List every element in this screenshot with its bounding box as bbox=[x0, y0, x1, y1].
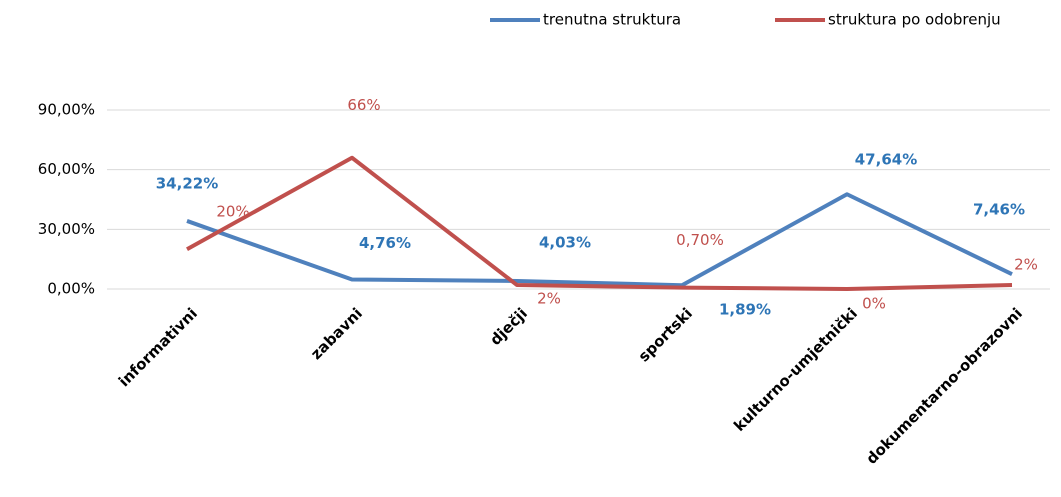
x-tick-label: kulturno-umjetnički bbox=[730, 304, 861, 435]
legend-label: trenutna struktura bbox=[543, 11, 681, 29]
y-tick-label: 0,00% bbox=[47, 280, 95, 298]
x-tick-label: informativni bbox=[115, 304, 201, 390]
y-tick-label: 30,00% bbox=[38, 220, 95, 238]
data-label: 20% bbox=[216, 203, 249, 221]
data-label: 34,22% bbox=[156, 174, 218, 192]
data-label: 1,89% bbox=[719, 301, 771, 319]
y-tick-label: 90,00% bbox=[38, 101, 95, 119]
legend-label: struktura po odobrenju bbox=[828, 11, 1001, 29]
y-tick-label: 60,00% bbox=[38, 160, 95, 178]
data-label: 2% bbox=[537, 290, 561, 308]
data-label: 66% bbox=[347, 96, 380, 114]
data-label: 0,70% bbox=[676, 231, 724, 249]
data-label: 4,76% bbox=[359, 234, 411, 252]
data-label: 47,64% bbox=[855, 151, 917, 169]
data-label: 0% bbox=[862, 295, 886, 313]
data-label: 7,46% bbox=[973, 201, 1025, 219]
data-label: 2% bbox=[1014, 256, 1038, 274]
data-label: 4,03% bbox=[539, 233, 591, 251]
x-tick-label: sportski bbox=[635, 304, 696, 365]
x-tick-label: dokumentarno-obrazovni bbox=[862, 304, 1026, 468]
x-tick-label: dječji bbox=[486, 304, 531, 349]
series-line bbox=[186, 192, 1013, 288]
series-line bbox=[186, 155, 1013, 291]
x-tick-label: zabavni bbox=[307, 304, 366, 363]
